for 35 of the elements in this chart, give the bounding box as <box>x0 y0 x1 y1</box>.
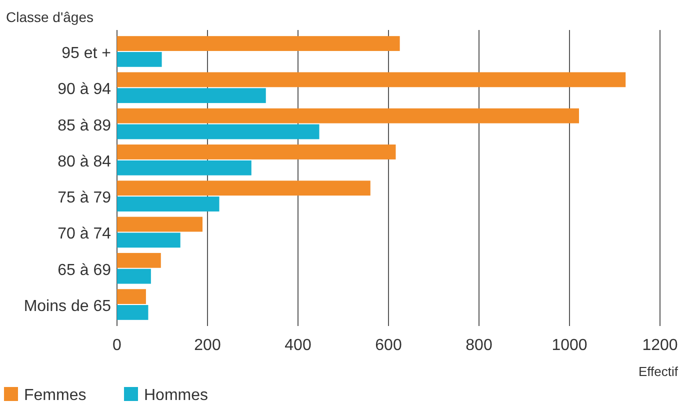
bar <box>117 305 148 320</box>
y-tick-label: 95 et + <box>62 44 111 62</box>
bar <box>117 160 252 176</box>
bar <box>117 216 203 232</box>
x-tick-label: 1000 <box>552 337 588 354</box>
legend-label: Hommes <box>144 387 208 404</box>
x-tick-label: 200 <box>194 337 221 354</box>
x-tick-label: 800 <box>466 337 492 354</box>
y-axis-title: Classe d'âges <box>6 9 94 25</box>
x-tick-label: 400 <box>284 337 312 354</box>
bar <box>117 289 146 304</box>
bar <box>117 196 220 212</box>
bar <box>117 88 266 104</box>
bar <box>117 252 161 268</box>
y-tick-label: 65 à 69 <box>58 262 112 279</box>
bar <box>117 180 370 196</box>
x-tick-label: 1200 <box>642 337 678 354</box>
bar <box>117 268 151 284</box>
legend-label: Femmes <box>24 387 86 404</box>
y-tick-label: Moins de 65 <box>24 298 112 316</box>
bar <box>117 52 162 67</box>
y-tick-label: 70 à 74 <box>58 226 112 243</box>
x-tick-label: 0 <box>112 337 122 354</box>
bar <box>117 36 400 51</box>
y-tick-label: 85 à 89 <box>58 117 112 134</box>
y-tick-label: 80 à 84 <box>58 153 112 170</box>
bar <box>117 108 580 124</box>
y-tick-label: 90 à 94 <box>58 81 112 98</box>
x-axis-title: Effectif <box>638 364 678 379</box>
bar <box>117 124 320 140</box>
bar <box>117 144 396 160</box>
bar <box>117 232 180 248</box>
bar <box>117 72 626 88</box>
y-tick-label: 75 à 79 <box>58 190 112 207</box>
x-tick-label: 600 <box>375 337 402 354</box>
